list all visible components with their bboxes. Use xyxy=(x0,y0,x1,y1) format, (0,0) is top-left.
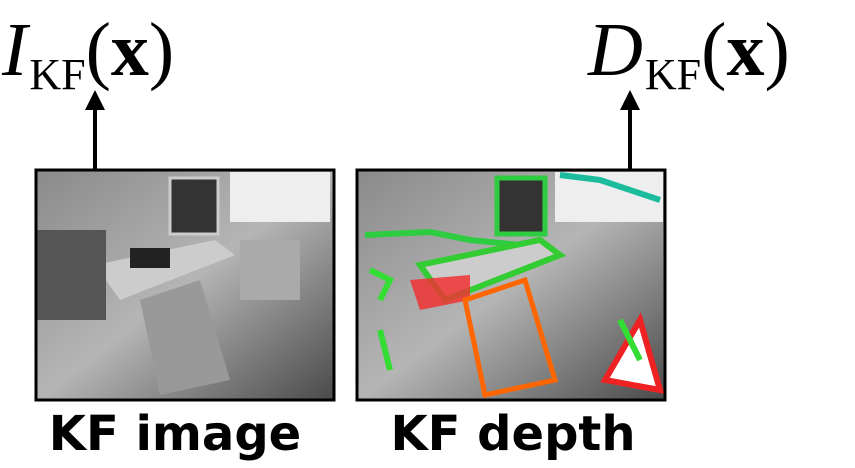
subscript: KF xyxy=(645,50,701,99)
caption: KF image xyxy=(20,400,330,468)
paren: ) xyxy=(149,8,174,92)
subscript: KF xyxy=(29,50,85,99)
argument: x xyxy=(111,8,149,92)
caption: KF depth xyxy=(358,400,668,468)
argument: x xyxy=(726,8,764,92)
paren: ( xyxy=(701,8,726,92)
kf-depth xyxy=(357,170,665,400)
kf-image xyxy=(36,170,334,400)
depth-label: DKF(x) xyxy=(588,0,790,111)
intensity-label: IKF(x) xyxy=(2,0,174,111)
figure: IKF(x) DKF(x) KF image KF depth xyxy=(0,0,855,468)
symbol: D xyxy=(588,8,643,92)
paren: ) xyxy=(764,8,789,92)
paren: ( xyxy=(86,8,111,92)
symbol: I xyxy=(2,8,27,92)
